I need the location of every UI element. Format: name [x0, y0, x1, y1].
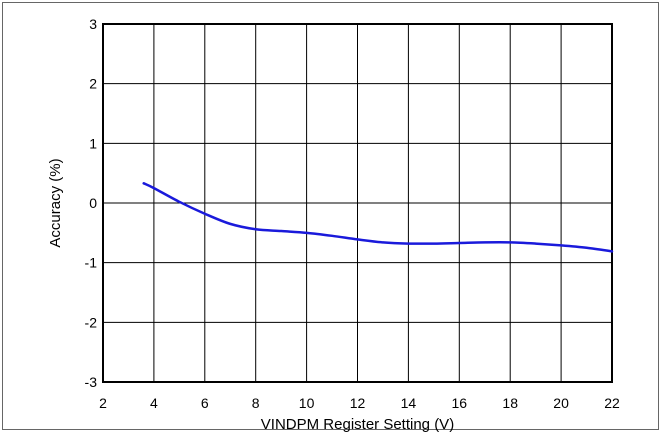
y-tick-label: 3: [89, 16, 97, 32]
y-tick-label: -1: [85, 255, 98, 271]
x-tick-label: 8: [252, 395, 260, 411]
y-tick-label: 1: [89, 135, 97, 151]
x-axis-label: VINDPM Register Setting (V): [261, 416, 454, 433]
x-tick-label: 18: [502, 395, 518, 411]
x-tick-label: 4: [150, 395, 158, 411]
plot-area-border: [102, 23, 613, 383]
x-tick-label: 10: [299, 395, 315, 411]
x-tick-labels: 2 4 6 8 10 12 14 16 18 20 22: [99, 395, 620, 411]
chart-frame: [2, 2, 659, 430]
series-layer: [142, 182, 614, 253]
x-tick-label: 16: [452, 395, 468, 411]
x-tick-label: 20: [553, 395, 569, 411]
y-tick-labels: 3 2 1 0 -1 -2 -3: [85, 16, 98, 390]
y-axis-label: Accuracy (%): [47, 158, 64, 247]
y-tick-label: -2: [85, 314, 98, 330]
grid-lines: [103, 24, 612, 382]
y-tick-label: 0: [89, 195, 97, 211]
x-tick-label: 12: [350, 395, 366, 411]
x-tick-label: 14: [401, 395, 417, 411]
y-tick-label: -3: [85, 374, 98, 390]
y-tick-label: 2: [89, 76, 97, 92]
accuracy-series-line: [142, 182, 614, 253]
x-tick-label: 22: [604, 395, 620, 411]
x-tick-label: 6: [201, 395, 209, 411]
x-tick-label: 2: [99, 395, 107, 411]
